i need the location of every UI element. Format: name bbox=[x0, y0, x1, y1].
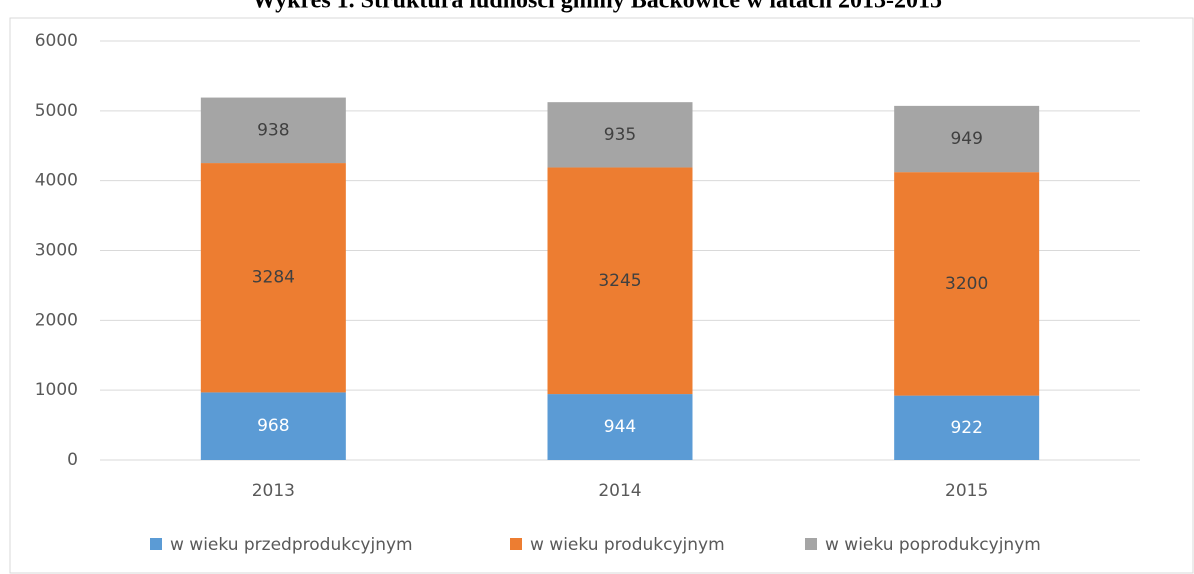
data-label: 935 bbox=[604, 125, 636, 145]
y-tick-label: 0 bbox=[67, 450, 78, 470]
legend-label: w wieku przedprodukcyjnym bbox=[170, 535, 413, 555]
data-label: 949 bbox=[950, 129, 982, 149]
data-label: 944 bbox=[604, 417, 636, 437]
legend-label: w wieku poprodukcyjnym bbox=[825, 535, 1041, 555]
bar-segment bbox=[200, 163, 346, 393]
bar-segment bbox=[894, 105, 1040, 173]
data-label: 3245 bbox=[598, 271, 641, 291]
data-label: 968 bbox=[257, 416, 289, 436]
bar-segment bbox=[200, 97, 346, 164]
bar-segment bbox=[200, 392, 346, 460]
x-tick-label: 2015 bbox=[945, 481, 988, 501]
data-label: 922 bbox=[950, 418, 982, 438]
y-tick-label: 4000 bbox=[35, 171, 78, 191]
y-tick-label: 3000 bbox=[35, 241, 78, 261]
bar-segment bbox=[894, 395, 1040, 460]
data-label: 3284 bbox=[252, 268, 295, 288]
legend-swatch bbox=[510, 538, 522, 550]
legend-label: w wieku produkcyjnym bbox=[530, 535, 725, 555]
x-tick-label: 2014 bbox=[598, 481, 641, 501]
data-label: 938 bbox=[257, 120, 289, 140]
x-tick-label: 2013 bbox=[252, 481, 295, 501]
legend-swatch bbox=[150, 538, 162, 550]
bar-segment bbox=[894, 172, 1040, 396]
y-tick-label: 1000 bbox=[35, 380, 78, 400]
y-tick-label: 6000 bbox=[35, 31, 78, 51]
y-tick-label: 2000 bbox=[35, 310, 78, 330]
y-tick-label: 5000 bbox=[35, 101, 78, 121]
chart-title: Wykres 1. Struktura ludności gminy Baćko… bbox=[252, 0, 942, 14]
legend-swatch bbox=[805, 538, 817, 550]
bar-segment bbox=[547, 102, 693, 168]
data-label: 3200 bbox=[945, 274, 988, 294]
bar-segment bbox=[547, 394, 693, 460]
bar-segment bbox=[547, 167, 693, 395]
